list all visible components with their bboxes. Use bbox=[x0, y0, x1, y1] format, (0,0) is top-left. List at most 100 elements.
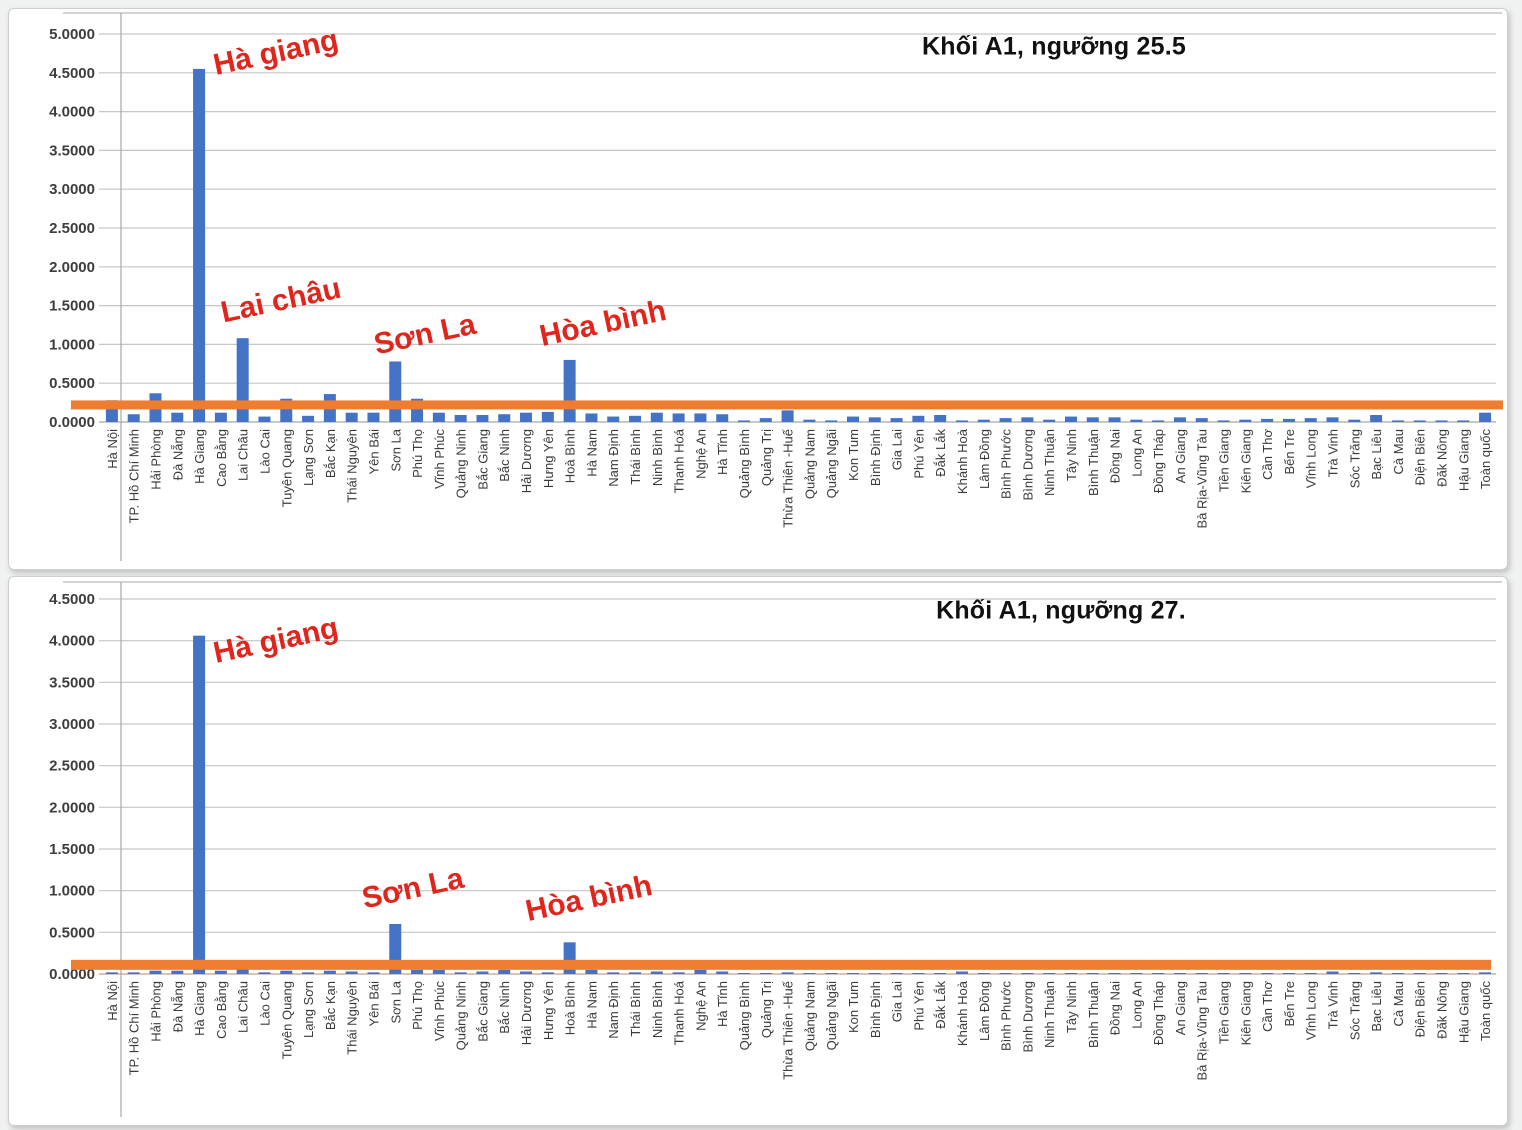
bar bbox=[1064, 973, 1077, 974]
bar bbox=[1413, 420, 1426, 422]
y-tick-label: 2.5000 bbox=[49, 758, 95, 775]
bar bbox=[302, 972, 315, 974]
bar bbox=[1043, 973, 1056, 974]
x-tick-label: Cà Mau bbox=[1391, 981, 1406, 1027]
bar bbox=[1391, 420, 1404, 422]
x-tick-label: Vĩnh Phúc bbox=[432, 981, 447, 1041]
x-tick-label: Đồng Nai bbox=[1108, 981, 1123, 1035]
bar bbox=[454, 972, 467, 974]
bar bbox=[629, 415, 642, 422]
x-tick-label: Đắk Lắk bbox=[933, 981, 948, 1029]
x-tick-label: Long An bbox=[1129, 429, 1144, 477]
x-tick-label: Hải Phòng bbox=[149, 981, 164, 1042]
x-tick-label: Lạng Sơn bbox=[301, 429, 316, 486]
bar bbox=[825, 973, 838, 974]
bar bbox=[1064, 416, 1077, 422]
x-tick-label: Hải Dương bbox=[519, 429, 534, 493]
bar bbox=[432, 969, 445, 974]
y-tick-label: 4.5000 bbox=[49, 591, 95, 608]
x-tick-label: Gia Lai bbox=[890, 429, 905, 470]
bar bbox=[1479, 972, 1492, 974]
bar bbox=[214, 970, 227, 974]
bar bbox=[520, 412, 533, 422]
bar bbox=[258, 972, 271, 974]
x-tick-label: Quảng Ngãi bbox=[824, 429, 839, 498]
x-tick-label: Tiền Giang bbox=[1217, 429, 1232, 492]
x-tick-label: Cao Bằng bbox=[214, 981, 229, 1039]
y-tick-label: 3.5000 bbox=[49, 674, 95, 691]
bar bbox=[1195, 973, 1208, 974]
bar bbox=[999, 973, 1012, 974]
x-tick-label: Lai Châu bbox=[236, 981, 251, 1033]
bar bbox=[258, 416, 271, 422]
bar bbox=[607, 416, 620, 422]
bar bbox=[912, 973, 925, 974]
y-tick-label: 4.5000 bbox=[49, 65, 95, 82]
x-tick-label: Điện Biên bbox=[1413, 981, 1428, 1037]
bar bbox=[716, 414, 729, 422]
bar bbox=[977, 973, 990, 974]
x-tick-label: Thừa Thiên -Huế bbox=[781, 980, 796, 1080]
x-tick-label: Ninh Bình bbox=[650, 429, 665, 486]
x-tick-label: Bình Phước bbox=[999, 429, 1014, 499]
x-tick-label: Bình Định bbox=[868, 981, 883, 1038]
x-tick-label: Hoà Bình bbox=[563, 429, 578, 483]
bar bbox=[1195, 418, 1208, 422]
x-tick-label: Thái Bình bbox=[628, 981, 643, 1037]
bar bbox=[1370, 415, 1383, 422]
x-tick-label: Phú Thọ bbox=[410, 429, 425, 478]
x-tick-label: Kon Tum bbox=[846, 429, 861, 481]
bar bbox=[498, 969, 511, 974]
x-tick-label: Tuyên Quang bbox=[279, 981, 294, 1059]
x-tick-label: Lai Châu bbox=[236, 429, 251, 481]
x-tick-label: Bắc Kạn bbox=[323, 981, 338, 1030]
x-tick-label: Lâm Đồng bbox=[977, 981, 992, 1041]
bar bbox=[563, 359, 576, 422]
bar bbox=[1348, 973, 1361, 974]
x-tick-label: Hoà Bình bbox=[563, 981, 578, 1035]
bar bbox=[650, 971, 663, 974]
bar bbox=[585, 413, 598, 422]
x-tick-label: Bắc Ninh bbox=[497, 981, 512, 1034]
bar bbox=[1239, 419, 1252, 422]
bar bbox=[149, 970, 162, 974]
x-tick-label: Yên Bái bbox=[367, 981, 382, 1027]
x-tick-label: Bình Dương bbox=[1020, 429, 1035, 500]
x-tick-label: Hà Giang bbox=[192, 981, 207, 1036]
x-tick-label: Quảng Ngãi bbox=[824, 981, 839, 1050]
bar bbox=[890, 418, 903, 422]
x-tick-label: Quảng Ninh bbox=[454, 981, 469, 1050]
x-tick-label: TP. Hồ Chí Minh bbox=[127, 981, 142, 1075]
bar bbox=[716, 971, 729, 974]
x-tick-label: Thanh Hoá bbox=[672, 428, 687, 493]
bar bbox=[999, 418, 1012, 422]
x-tick-label: Đăk Nông bbox=[1435, 981, 1450, 1039]
bar bbox=[781, 972, 794, 974]
bar bbox=[367, 972, 380, 974]
bar bbox=[432, 412, 445, 422]
x-tick-label: Phú Yên bbox=[911, 429, 926, 479]
y-tick-label: 2.5000 bbox=[49, 220, 95, 237]
bar bbox=[520, 971, 533, 974]
bar bbox=[1304, 973, 1317, 974]
threshold-line bbox=[71, 400, 1503, 410]
bar bbox=[585, 969, 598, 974]
x-tick-label: Thái Bình bbox=[628, 429, 643, 485]
bar bbox=[345, 971, 358, 974]
bar bbox=[1479, 412, 1492, 422]
bar bbox=[498, 414, 511, 422]
x-tick-label: Ninh Bình bbox=[650, 981, 665, 1038]
bar bbox=[1282, 973, 1295, 974]
x-tick-label: Lạng Sơn bbox=[301, 981, 316, 1038]
x-tick-label: Đà Nẵng bbox=[170, 429, 185, 480]
x-tick-label: Kiên Giang bbox=[1238, 429, 1253, 493]
bar bbox=[476, 971, 489, 974]
x-tick-label: Bà Rịa-Vũng Tàu bbox=[1195, 429, 1210, 529]
x-tick-label: Sóc Trăng bbox=[1347, 429, 1362, 488]
x-tick-label: Bà Rịa-Vũng Tàu bbox=[1195, 981, 1210, 1081]
bar bbox=[1261, 418, 1274, 422]
bar bbox=[411, 969, 424, 974]
bar bbox=[1391, 973, 1404, 974]
bar bbox=[890, 973, 903, 974]
x-tick-label: Lào Cai bbox=[258, 981, 273, 1026]
